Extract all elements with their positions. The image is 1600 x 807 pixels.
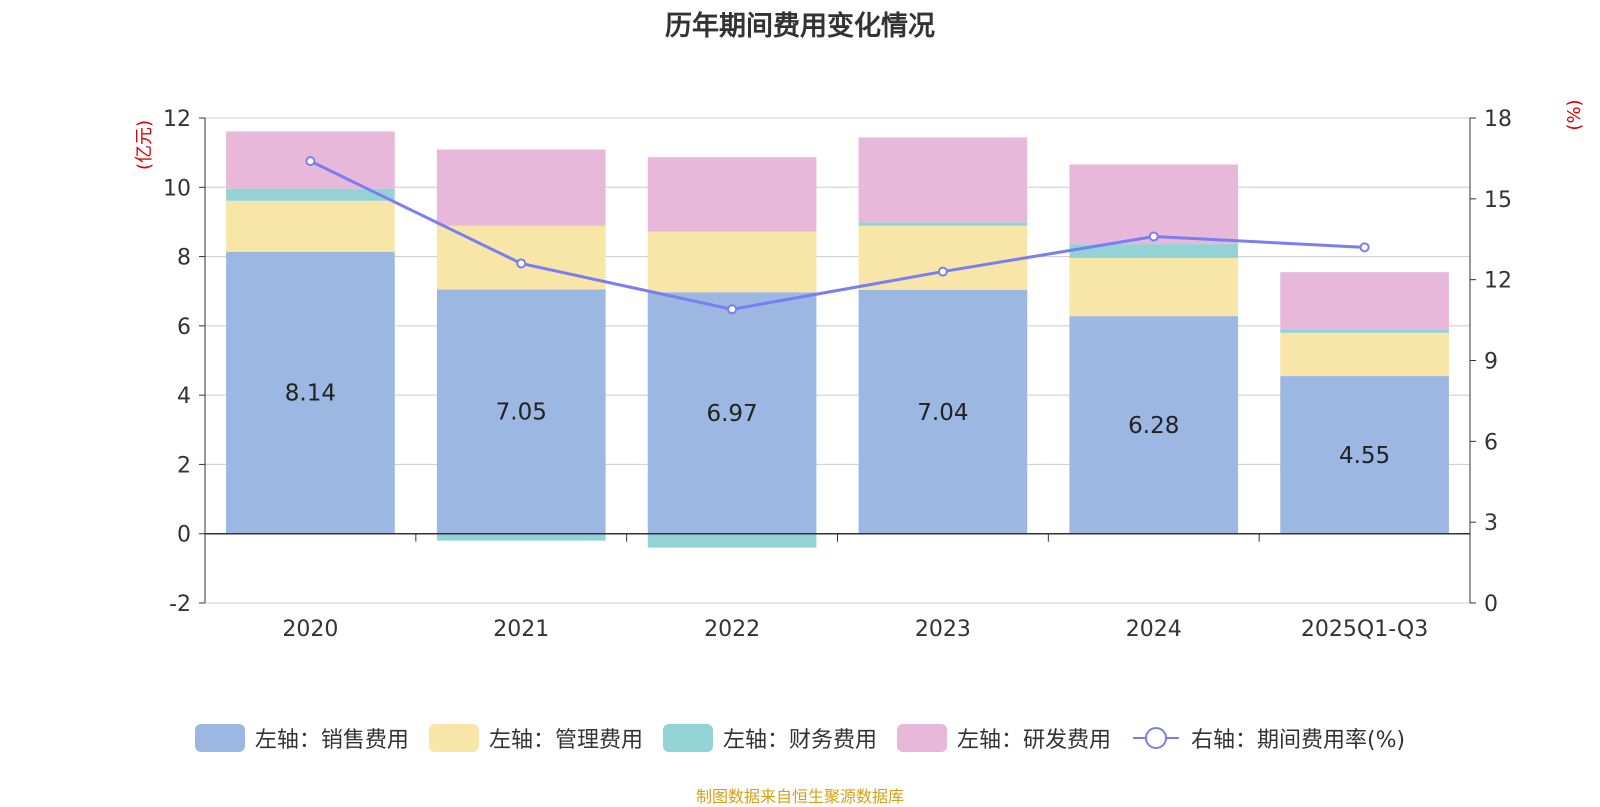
- bar-segment-s3-5: [1280, 272, 1449, 330]
- legend-swatch-rate: [1132, 727, 1179, 749]
- data-label-sales: 8.14: [285, 381, 336, 407]
- right-tick-label: 0: [1484, 592, 1498, 617]
- bar-segment-s0-4: [1069, 316, 1239, 534]
- bar-segment-s1-5: [1280, 332, 1449, 377]
- data-source-note: 制图数据来自恒生聚源数据库: [695, 787, 904, 806]
- data-label-sales: 7.04: [917, 400, 968, 426]
- bar-segment-s1-3: [858, 225, 1028, 290]
- bar-segment-s1-2: [647, 231, 817, 293]
- data-label-sales: 6.97: [706, 401, 757, 427]
- chart-area: -2 0 2 4 6 8 10 12 0 3 6 9 12 15 18 (亿元) (%) 2020 2021 2022…: [134, 99, 1585, 642]
- bar-segment-s1-0: [226, 200, 395, 252]
- bar-segment-s3-2: [647, 157, 817, 232]
- right-axis-unit: (%): [1564, 99, 1585, 130]
- rate-point: [727, 304, 738, 315]
- right-tick-label: 18: [1484, 107, 1512, 132]
- legend-label-rate: 右轴：期间费用率(%): [1190, 728, 1406, 753]
- left-tick-label: 12: [163, 107, 191, 132]
- left-tick-label: 4: [177, 384, 191, 409]
- legend-item-rnd[interactable]: 左轴：研发费用: [896, 722, 1111, 754]
- legend-swatch-admin: [428, 724, 479, 752]
- legend-label-rnd: 左轴：研发费用: [956, 728, 1111, 753]
- bar-segment-s0-0: [226, 251, 395, 534]
- bar-segment-s2-1: [436, 533, 606, 541]
- bar-segment-s2-2: [647, 533, 817, 548]
- left-tick-label: 2: [177, 453, 191, 478]
- x-tick-label: 2022: [704, 617, 760, 642]
- legend-swatch-rnd: [896, 724, 947, 752]
- rate-line: [309, 159, 1365, 311]
- left-tick-label: 0: [177, 523, 191, 548]
- bar-segment-s2-5: [1280, 329, 1449, 333]
- bar-segment-s0-3: [858, 289, 1028, 534]
- legend-item-rate[interactable]: 右轴：期间费用率(%): [1131, 722, 1405, 754]
- data-labels: 8.14 7.05 6.97 7.04 6.28 4.55: [285, 381, 1390, 469]
- bar-segment-s0-2: [647, 292, 817, 534]
- legend-label-sales: 左轴：销售费用: [254, 728, 409, 753]
- legend-item-finance[interactable]: 左轴：财务费用: [662, 722, 877, 754]
- left-tick-label: 10: [163, 176, 191, 201]
- x-tick-label: 2023: [915, 617, 971, 642]
- rate-point: [937, 266, 948, 277]
- rate-point: [1359, 242, 1370, 253]
- legend-item-admin[interactable]: 左轴：管理费用: [428, 722, 643, 754]
- bar-segment-s3-1: [436, 149, 606, 226]
- legend-swatch-finance: [662, 724, 713, 752]
- legend-label-admin: 左轴：管理费用: [488, 728, 643, 753]
- x-tick-label: 2025Q1-Q3: [1301, 617, 1428, 642]
- bar-segment-s1-4: [1069, 257, 1239, 317]
- legend: 左轴：销售费用 左轴：管理费用 左轴：财务费用 左轴：研发费用 右轴：期间费用率…: [0, 722, 1600, 754]
- right-tick-label: 6: [1484, 430, 1498, 455]
- data-label-sales: 7.05: [496, 400, 547, 426]
- right-tick-label: 15: [1484, 188, 1512, 213]
- x-tick-label: 2021: [493, 617, 549, 642]
- x-tick-label: 2020: [282, 617, 338, 642]
- rate-point: [516, 258, 527, 269]
- bar-segment-s0-5: [1280, 376, 1449, 534]
- bar-segment-s2-4: [1069, 244, 1239, 258]
- x-tick-label: 2024: [1126, 617, 1182, 642]
- rate-point: [305, 156, 316, 167]
- right-tick-label: 3: [1484, 511, 1498, 536]
- left-tick-label: -2: [169, 592, 191, 617]
- rate-line-layer: [305, 156, 1370, 315]
- left-tick-label: 8: [177, 246, 191, 271]
- rate-point: [1148, 231, 1159, 242]
- bar-segment-s3-3: [858, 137, 1028, 223]
- legend-label-finance: 左轴：财务费用: [722, 728, 877, 753]
- right-tick-label: 12: [1484, 269, 1512, 294]
- bar-segment-s2-0: [226, 188, 395, 201]
- right-tick-label: 9: [1484, 350, 1498, 375]
- axes: -2 0 2 4 6 8 10 12 0 3 6 9 12 15 18 (亿元) (%) 2020 2021 2022…: [134, 99, 1585, 642]
- legend-item-sales[interactable]: 左轴：销售费用: [194, 722, 409, 754]
- bar-segment-s2-3: [858, 222, 1028, 226]
- left-tick-label: 6: [177, 315, 191, 340]
- chart-title: 历年期间费用变化情况: [665, 11, 935, 42]
- left-axis-unit: (亿元): [134, 120, 155, 170]
- bar-segment-s0-1: [436, 289, 606, 534]
- data-label-sales: 4.55: [1339, 443, 1390, 469]
- data-label-sales: 6.28: [1128, 413, 1179, 439]
- bar-segment-s3-4: [1069, 164, 1239, 245]
- legend-swatch-sales: [194, 724, 245, 752]
- bar-layer: [226, 131, 1449, 548]
